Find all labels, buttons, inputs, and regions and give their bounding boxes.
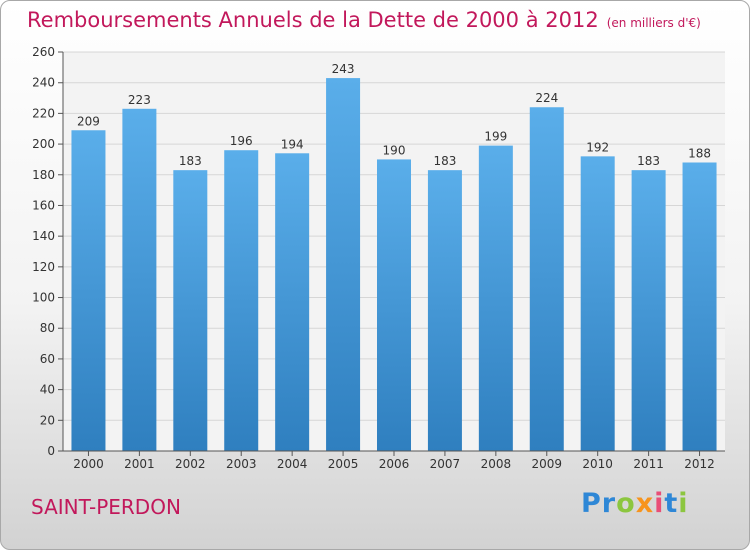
y-tick-label: 40 [40, 383, 55, 397]
bar-2011 [631, 170, 666, 451]
y-tick-label: 100 [32, 291, 55, 305]
y-tick-label: 260 [32, 45, 55, 59]
bar-2005 [326, 78, 361, 451]
x-tick-label: 2001 [124, 457, 155, 471]
data-label: 183 [179, 154, 202, 168]
y-tick-label: 240 [32, 76, 55, 90]
data-label: 243 [332, 62, 355, 76]
y-tick-label: 220 [32, 106, 55, 120]
data-label: 192 [586, 140, 609, 154]
data-label: 183 [433, 154, 456, 168]
data-label: 224 [535, 91, 558, 105]
logo-letter: o [616, 488, 636, 519]
data-label: 188 [688, 146, 711, 160]
y-tick-label: 20 [40, 413, 55, 427]
place-name: SAINT-PERDON [31, 495, 181, 519]
chart-title: Remboursements Annuels de la Dette de 20… [27, 8, 701, 32]
data-label: 209 [77, 114, 100, 128]
x-tick-label: 2003 [226, 457, 257, 471]
x-tick-label: 2011 [633, 457, 664, 471]
y-tick-label: 180 [32, 168, 55, 182]
logo-letter: t [664, 488, 679, 519]
logo-letter: i [654, 488, 665, 519]
axes [58, 51, 725, 456]
bar-2000 [71, 130, 106, 451]
y-tick-label: 60 [40, 352, 55, 366]
x-tick-label: 2000 [73, 457, 104, 471]
y-tick-label: 200 [32, 137, 55, 151]
logo-letter: i [678, 488, 689, 519]
logo-letter: x [635, 488, 655, 519]
proxiti-logo: Proxiti [581, 488, 689, 519]
x-tick-label: 2009 [531, 457, 562, 471]
x-tick-label: 2012 [684, 457, 715, 471]
logo-letter: r [601, 488, 617, 519]
y-tick-label: 140 [32, 229, 55, 243]
x-tick-label: 2004 [277, 457, 308, 471]
y-tick-label: 0 [47, 444, 55, 458]
y-tick-label: 160 [32, 198, 55, 212]
bar-2002 [173, 170, 208, 451]
x-tick-label: 2005 [328, 457, 359, 471]
data-label: 196 [230, 134, 253, 148]
bars [71, 78, 717, 452]
data-label: 194 [281, 137, 304, 151]
bar-2003 [224, 150, 259, 451]
x-tick-label: 2007 [430, 457, 461, 471]
bar-2007 [427, 170, 462, 451]
data-label: 223 [128, 93, 151, 107]
labels: 0 20 40 60 80 100 120 140 160 180 200 220 240 260 209 2… [32, 45, 715, 471]
bar-2012 [682, 162, 717, 451]
bar-2008 [478, 145, 513, 451]
x-tick-label: 2002 [175, 457, 206, 471]
data-label: 199 [484, 130, 507, 144]
x-tick-label: 2008 [481, 457, 512, 471]
logo-letter: P [581, 488, 602, 519]
data-label: 190 [383, 143, 406, 157]
bar-2001 [122, 108, 157, 452]
y-tick-label: 80 [40, 321, 55, 335]
y-tick-label: 120 [32, 260, 55, 274]
chart-title-text: Remboursements Annuels de la Dette de 20… [27, 8, 599, 32]
bar-2009 [529, 107, 564, 451]
bar-2006 [377, 159, 411, 451]
bar-2004 [275, 153, 310, 452]
chart-subtitle: (en milliers d'€) [606, 16, 701, 30]
x-tick-label: 2010 [582, 457, 613, 471]
bar-2010 [580, 156, 615, 451]
x-tick-label: 2006 [379, 457, 410, 471]
data-label: 183 [637, 154, 660, 168]
